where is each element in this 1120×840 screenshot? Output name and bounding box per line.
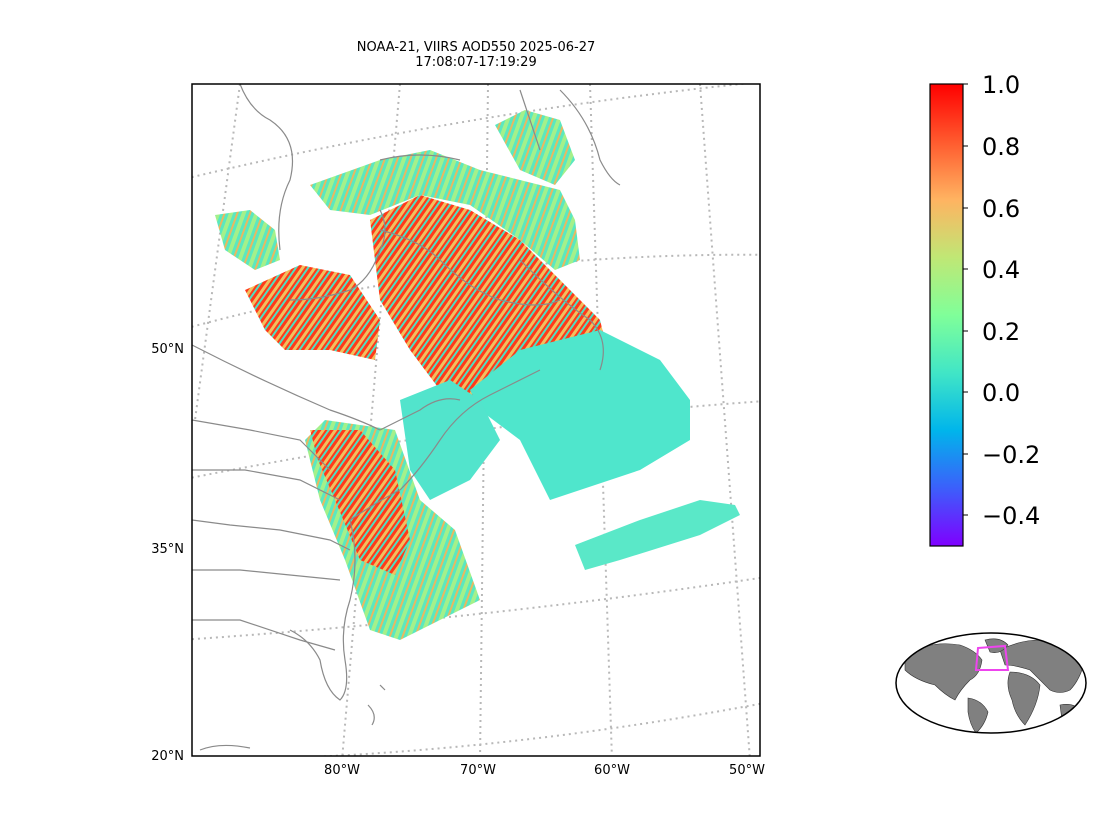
map-title: NOAA-21, VIIRS AOD550 2025-06-27 17:08:0… [192,40,760,70]
colorbar-tick-label: 0.8 [982,133,1021,161]
colorbar-tick-label: 0.2 [982,318,1021,346]
swath-southwest-smoke [310,430,410,575]
inset-extent-box [974,644,1010,671]
lat-label-50n: 50°N [151,342,184,357]
title-line-2: 17:08:07-17:19:29 [415,55,537,70]
swath-northwest [215,210,280,270]
swath-east [470,330,690,500]
swath-north [310,150,580,270]
colorbar-ticks [963,83,968,516]
map-area [192,84,760,756]
map-frame [191,83,761,757]
swath-west [245,265,380,360]
colorbar-tick-label: 1.0 [982,71,1021,99]
colorbar [929,83,964,547]
inset-land [904,638,1086,733]
colorbar-tick-label: 0.0 [982,379,1021,407]
lat-label-35n: 35°N [151,542,184,557]
lat-label-20n: 20°N [151,749,184,764]
swath-coast [400,380,500,500]
lon-label-50w: 50°W [729,763,765,778]
colorbar-tick-label: 0.4 [982,256,1021,284]
aod-swaths [215,110,740,640]
swath-greenland [495,110,575,185]
colorbar-tick-label: −0.4 [982,502,1041,530]
title-line-1: NOAA-21, VIIRS AOD550 2025-06-27 [356,40,596,55]
swath-south-east [575,500,740,570]
colorbar-tick-label: 0.6 [982,195,1021,223]
lon-label-80w: 80°W [324,763,360,778]
coastlines [192,84,621,751]
global-inset [895,632,1087,734]
lon-label-70w: 70°W [460,763,496,778]
colorbar-tick-label: −0.2 [982,441,1041,469]
lon-label-60w: 60°W [594,763,630,778]
